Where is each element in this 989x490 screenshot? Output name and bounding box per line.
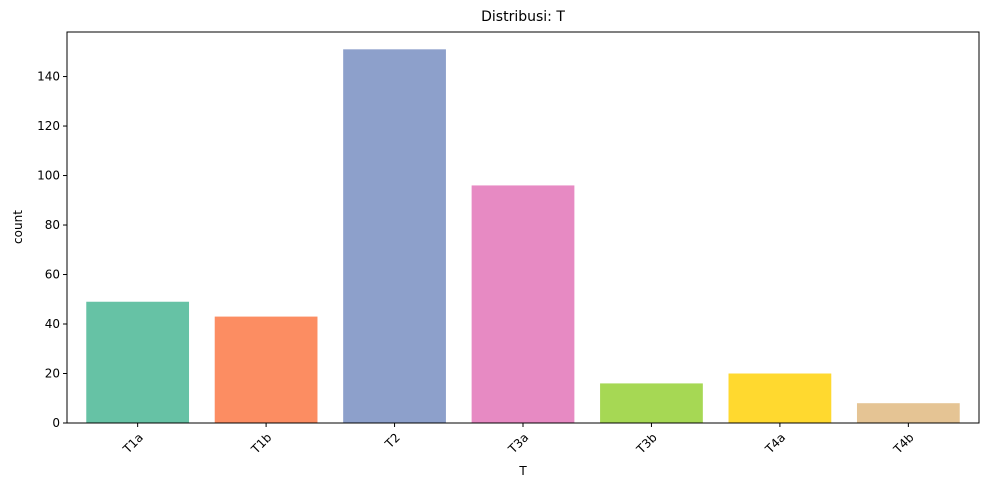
- bar-t3a: [471, 185, 575, 423]
- y-tick-label: 20: [45, 367, 60, 381]
- x-tick-label-t1a: T1a: [120, 430, 146, 456]
- x-tick-label-t3b: T3b: [633, 430, 660, 457]
- y-axis-label: count: [11, 210, 25, 244]
- y-tick-label: 140: [37, 70, 60, 84]
- bar-t2: [343, 49, 446, 423]
- x-tick-label-t4a: T4a: [762, 430, 788, 456]
- y-tick-label: 100: [37, 169, 60, 183]
- x-tick-label-t4b: T4b: [890, 430, 917, 457]
- y-tick-label: 0: [52, 416, 60, 430]
- bar-t1b: [214, 316, 318, 423]
- bar-t3b: [600, 383, 703, 423]
- y-tick-label: 40: [45, 317, 60, 331]
- x-axis-label: T: [518, 464, 527, 478]
- bar-t1a: [86, 301, 190, 423]
- chart-title: Distribusi: T: [481, 9, 565, 25]
- bar-t4a: [728, 373, 832, 423]
- bar-t4b: [856, 403, 960, 423]
- x-tick-label-t3a: T3a: [505, 430, 531, 456]
- y-tick-label: 80: [45, 218, 60, 232]
- x-tick-label-t1b: T1b: [248, 430, 275, 457]
- bars-group: [86, 49, 960, 423]
- y-tick-label: 60: [45, 268, 60, 282]
- y-tick-label: 120: [37, 119, 60, 133]
- y-axis: 0 20 40 60 80 100 120 140: [37, 70, 67, 430]
- x-axis: T1a T1b T2 T3a T3b T4a T4b: [120, 423, 917, 457]
- x-tick-label-t2: T2: [382, 430, 403, 451]
